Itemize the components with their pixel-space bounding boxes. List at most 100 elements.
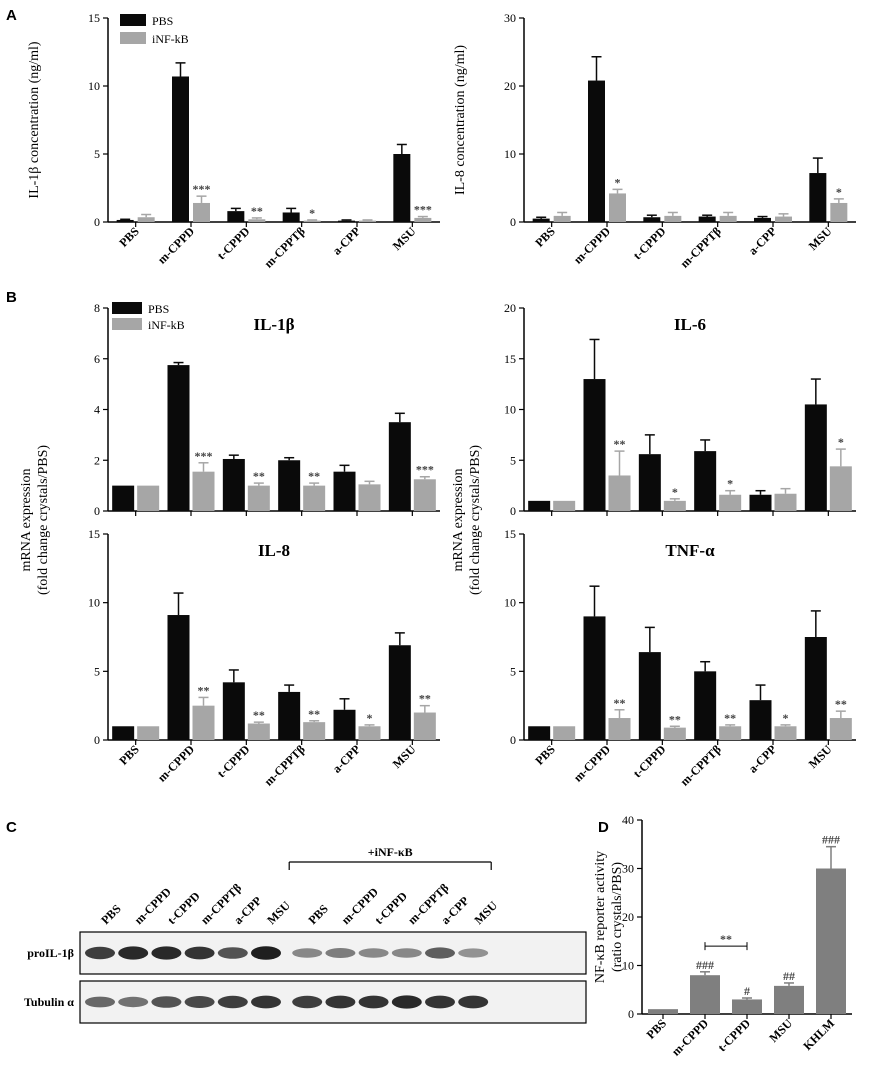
a1-bar-pbs — [116, 219, 134, 222]
b2-bar-pbs — [528, 500, 551, 511]
b1-significance: ** — [308, 469, 320, 483]
b3-ytick-label: 0 — [94, 733, 100, 747]
b3-significance: ** — [253, 708, 265, 722]
b3-category-label: a-CPP — [330, 742, 363, 775]
d-bar-pbs — [690, 975, 720, 1014]
d-significance: # — [744, 984, 750, 998]
a2-bar-inf — [830, 202, 848, 222]
b1-bar-inf — [137, 485, 160, 511]
blot-band — [458, 948, 489, 958]
b3-category-label: m-CPPTβ — [261, 742, 307, 788]
d-ytick-label: 20 — [622, 910, 634, 924]
panel-letter-d: D — [598, 819, 609, 836]
blot-band — [358, 995, 389, 1009]
a2-bar-pbs — [588, 80, 605, 222]
blot-band — [85, 946, 115, 960]
a1-category-label: a-CPP — [330, 224, 363, 257]
a2-bar-inf — [609, 193, 626, 222]
blot-lane-label: PBS — [98, 901, 124, 927]
b2-bar-pbs — [804, 404, 827, 511]
b4-significance: ** — [669, 712, 681, 726]
b1-bar-inf — [413, 479, 436, 511]
mrna-ylabel-left-1: mRNA expression — [19, 468, 34, 571]
b3-category-label: m-CPPD — [155, 742, 198, 785]
a1-bar-pbs — [227, 211, 245, 222]
blot-band — [85, 996, 115, 1008]
b1-bar-pbs — [278, 460, 301, 511]
b4-bar-inf — [719, 726, 742, 740]
d-bar-pbs — [816, 868, 846, 1014]
a1-ytick-label: 10 — [88, 79, 100, 93]
a1-significance: *** — [414, 203, 432, 217]
blot-lane-label: MSU — [264, 898, 293, 927]
b1-bar-pbs — [167, 365, 190, 511]
blot-band — [217, 995, 248, 1009]
a2-category-label: m-CPPD — [571, 224, 614, 267]
d-ytick-label: 30 — [622, 862, 634, 876]
d-category-label: PBS — [644, 1016, 670, 1042]
legend-b-inf-swatch — [112, 318, 142, 330]
b4-bar-pbs — [804, 637, 827, 740]
b3-category-label: PBS — [116, 742, 142, 768]
b2-significance: * — [838, 435, 844, 449]
a1-category-label: t-CPPD — [214, 224, 252, 262]
d-category-label: t-CPPD — [715, 1016, 753, 1054]
panel-letter-c: C — [6, 819, 17, 836]
b4-bar-pbs — [694, 671, 717, 740]
legend-b-pbs-label: PBS — [148, 302, 169, 316]
b2-bar-pbs — [583, 379, 606, 511]
b4-bar-inf — [774, 726, 797, 740]
a2-bar-inf — [719, 215, 737, 222]
blot-band — [251, 995, 281, 1009]
mrna-ylabel-right-1: mRNA expression — [451, 468, 466, 571]
legend-a-inf-label: iNF-kB — [152, 32, 189, 46]
a1-significance: *** — [193, 182, 211, 196]
b2-ytick-label: 20 — [504, 301, 516, 315]
a2-bar-pbs — [532, 218, 550, 222]
blot-band — [292, 948, 323, 958]
legend-a: PBS iNF-kB — [120, 14, 189, 46]
d-ytick-label: 0 — [628, 1007, 634, 1021]
a2-ytick-label: 10 — [504, 147, 516, 161]
b3-bar-inf — [413, 712, 436, 740]
b4-significance: ** — [835, 697, 847, 711]
b4-ytick-label: 0 — [510, 733, 516, 747]
blot-band — [292, 995, 323, 1009]
b2-bar-inf — [608, 475, 631, 511]
b2-ytick-label: 0 — [510, 504, 516, 518]
a1-ylabel: IL-1β concentration (ng/ml) — [27, 41, 42, 199]
d-significance: ## — [783, 969, 795, 983]
b4-category-label: m-CPPTβ — [677, 742, 723, 788]
b2-bar-pbs — [749, 494, 772, 511]
panel-letter-b: B — [6, 289, 17, 306]
b1-ytick-label: 0 — [94, 504, 100, 518]
mrna-ylabel-left-2: (fold change crystals/PBS) — [36, 445, 51, 595]
a2-category-label: m-CPPTβ — [677, 224, 723, 270]
blot-band — [425, 995, 455, 1009]
b4-ytick-label: 10 — [504, 596, 516, 610]
mrna-ylabel-right-2: (fold change crystals/PBS) — [468, 445, 483, 595]
b1-bar-inf — [303, 485, 326, 511]
chart-nfkb-reporter: 0 10 20 30 40 NF-κB reporter activity (ratio c… — [593, 813, 852, 1059]
d-ylabel: NF-κB reporter activity — [593, 851, 608, 983]
b4-ytick-label: 15 — [504, 527, 516, 541]
b3-significance: * — [367, 711, 373, 725]
chart-il8-concentration: 0 10 20 30 IL-8 concentration (ng/ml) PBS * m-C… — [453, 11, 856, 271]
b3-significance: ** — [308, 707, 320, 721]
b4-category-label: PBS — [532, 742, 558, 768]
b1-ytick-label: 8 — [94, 301, 100, 315]
a1-ytick-label: 15 — [88, 11, 100, 25]
b3-ytick-label: 5 — [94, 664, 100, 678]
a2-significance: * — [836, 185, 842, 199]
b2-bar-inf — [553, 500, 576, 511]
b3-ytick-label: 15 — [88, 527, 100, 541]
a1-bar-inf — [359, 220, 376, 222]
a1-bar-pbs — [172, 76, 189, 222]
b2-bar-pbs — [694, 451, 717, 511]
b1-bar-pbs — [222, 458, 245, 511]
a1-category-label: m-CPPD — [155, 224, 198, 267]
a1-ytick-label: 5 — [94, 147, 100, 161]
a2-ytick-label: 30 — [504, 11, 516, 25]
